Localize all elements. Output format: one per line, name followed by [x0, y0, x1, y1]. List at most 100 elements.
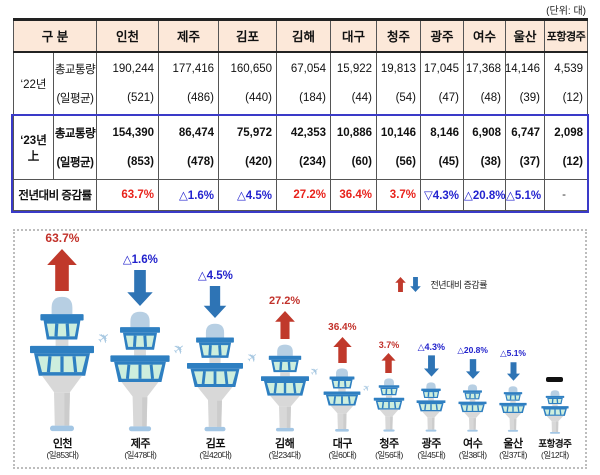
change-pct-label: △4.5% — [197, 269, 233, 282]
tower-chart: 전년대비 증감률 63.7% ✈ 인천 (일853대) △1.6% ✈ 제주 (일478대) △… — [13, 229, 587, 469]
tower-group-제주: △1.6% ✈ 제주 (일478대) — [102, 253, 189, 461]
value-cell: 4,539 (12) — [544, 51, 589, 116]
change-pct-label: △1.6% — [122, 253, 158, 266]
down-arrow-icon — [204, 285, 227, 318]
change-pct-label: △20.8% — [457, 345, 488, 356]
value-cell: 2,098 (12) — [544, 115, 589, 180]
control-tower-icon: ✈ — [319, 368, 372, 432]
tower-group-여수: △20.8% 여수 (일38대) — [452, 345, 493, 461]
tower-group-인천: 63.7% ✈ 인천 (일853대) — [22, 231, 115, 461]
tower-name-label: 김해 — [274, 437, 295, 450]
year-row-2: ‘23년 上 총교통량 (일평균) 154,390 (853) 86,474 (478) 75,… — [13, 115, 589, 180]
column-header-7: 광주 — [420, 18, 465, 53]
column-header-6: 청주 — [376, 18, 422, 53]
value-cell: 17,045 (47) — [420, 51, 465, 116]
tower-group-청주: 3.7% 청주 (일56대) — [367, 340, 410, 461]
tower-group-대구: 36.4% ✈ 대구 (일60대) — [317, 322, 372, 461]
tower-avg-label: (일45대) — [417, 449, 446, 460]
value-cell: 154,390 (853) — [96, 115, 160, 180]
tower-avg-label: (일12대) — [541, 449, 569, 460]
legend-label: 전년대비 증감률 — [430, 280, 488, 290]
traffic-table-wrap: 구 분 인천 제주 김포 김해 대구 청주 광주 여수 울산 포항경주 ‘22년 총교통량 (일평균) 1… — [11, 18, 589, 213]
control-tower-icon — [538, 389, 572, 434]
legend-up-arrow-icon — [394, 277, 406, 292]
table-body: ‘22년 총교통량 (일평균) 190,244 (521) 177,416 (486) 160… — [12, 51, 589, 211]
control-tower-icon: ✈ — [22, 296, 115, 432]
change-value: - — [544, 179, 589, 211]
control-tower-icon — [370, 378, 408, 432]
control-tower-icon — [413, 382, 449, 432]
control-tower-icon: ✈ — [103, 311, 189, 432]
change-pct-label: 36.4% — [328, 322, 357, 334]
year-row-1: ‘22년 총교통량 (일평균) 190,244 (521) 177,416 (486) 160… — [13, 51, 589, 116]
value-cell: 6,747 (37) — [505, 115, 546, 180]
tower-group-김해: 27.2% ✈ 김해 (일234대) — [252, 295, 323, 461]
value-cell: 6,908 (38) — [463, 115, 507, 180]
legend-down-arrow-icon — [409, 277, 421, 292]
tower-name-label: 청주 — [379, 437, 399, 450]
down-arrow-icon — [465, 358, 480, 379]
value-cell: 10,886 (60) — [330, 115, 378, 180]
tower-avg-label: (일420대) — [199, 449, 232, 460]
tower-avg-label: (일60대) — [328, 449, 357, 460]
tower-name-label: 제주 — [130, 437, 151, 450]
up-arrow-icon — [47, 248, 78, 291]
metric-labels: 총교통량 (일평균) — [52, 115, 98, 180]
value-cell: 190,244 (521) — [96, 51, 160, 116]
change-value: ▽4.3% — [420, 179, 465, 211]
value-cell: 177,416 (486) — [158, 51, 220, 116]
traffic-table: 구 분 인천 제주 김포 김해 대구 청주 광주 여수 울산 포항경주 ‘22년 총교통량 (일평균) 1… — [12, 18, 589, 211]
change-pct-label: △5.1% — [500, 348, 526, 359]
column-header-1: 인천 — [96, 18, 160, 53]
change-value: △20.8% — [463, 179, 507, 211]
value-cell: 67,054 (184) — [276, 51, 332, 116]
change-pct-label: 63.7% — [45, 231, 80, 246]
year-label: ‘23년 上 — [13, 115, 54, 180]
change-value: 63.7% — [96, 179, 160, 211]
tower-avg-label: (일478대) — [124, 449, 157, 460]
value-cell: 86,474 (478) — [158, 115, 220, 180]
change-pct-label: 27.2% — [269, 295, 301, 308]
table-corner-header: 구 분 — [12, 18, 98, 53]
value-cell: 14,146 (39) — [505, 51, 546, 116]
down-arrow-icon — [127, 269, 154, 306]
change-value: △5.1% — [505, 179, 546, 211]
value-cell: 19,813 (54) — [376, 51, 422, 116]
control-tower-icon — [496, 386, 530, 432]
tower-avg-label: (일234대) — [268, 449, 301, 460]
tower-name-label: 여수 — [463, 437, 483, 450]
no-change-dash — [546, 376, 564, 382]
column-header-5: 대구 — [330, 18, 378, 53]
value-cell: 17,368 (48) — [463, 51, 507, 116]
tower-name-label: 울산 — [503, 437, 523, 450]
change-pct-label: △4.3% — [417, 341, 445, 352]
column-header-2: 제주 — [158, 18, 220, 53]
change-pct-label: 3.7% — [378, 339, 400, 350]
value-cell: 10,146 (56) — [376, 115, 422, 180]
tower-group-광주: △4.3% 광주 (일45대) — [411, 342, 452, 461]
tower-name-label: 김포 — [205, 437, 226, 450]
value-cell: 15,922 (44) — [330, 51, 378, 116]
value-cell: 160,650 (440) — [218, 51, 278, 116]
tower-group-포항경주: 포항경주 (일12대) — [533, 375, 577, 461]
tower-avg-label: (일38대) — [458, 449, 487, 460]
change-value: 36.4% — [330, 179, 378, 211]
towers-row: 63.7% ✈ 인천 (일853대) △1.6% ✈ 제주 (일478대) △4.5% ✈ 김포 (일… — [22, 231, 577, 461]
control-tower-icon — [455, 384, 490, 432]
up-arrow-icon — [381, 352, 397, 373]
column-header-8: 여수 — [463, 18, 507, 53]
down-arrow-icon — [506, 362, 520, 381]
control-tower-icon: ✈ — [180, 323, 261, 432]
tower-avg-label: (일56대) — [375, 449, 403, 460]
value-cell: 42,353 (234) — [276, 115, 332, 180]
tower-name-label: 광주 — [421, 437, 442, 450]
change-value: △1.6% — [158, 179, 220, 211]
tower-group-울산: △5.1% 울산 (일37대) — [493, 348, 532, 461]
change-value: 3.7% — [376, 179, 422, 211]
tower-group-김포: △4.5% ✈ 김포 (일420대) — [179, 269, 261, 461]
column-header-9: 울산 — [505, 18, 546, 53]
value-cell: 8,146 (45) — [420, 115, 465, 180]
tower-name-label: 인천 — [52, 437, 73, 450]
metric-labels: 총교통량 (일평균) — [52, 51, 98, 116]
